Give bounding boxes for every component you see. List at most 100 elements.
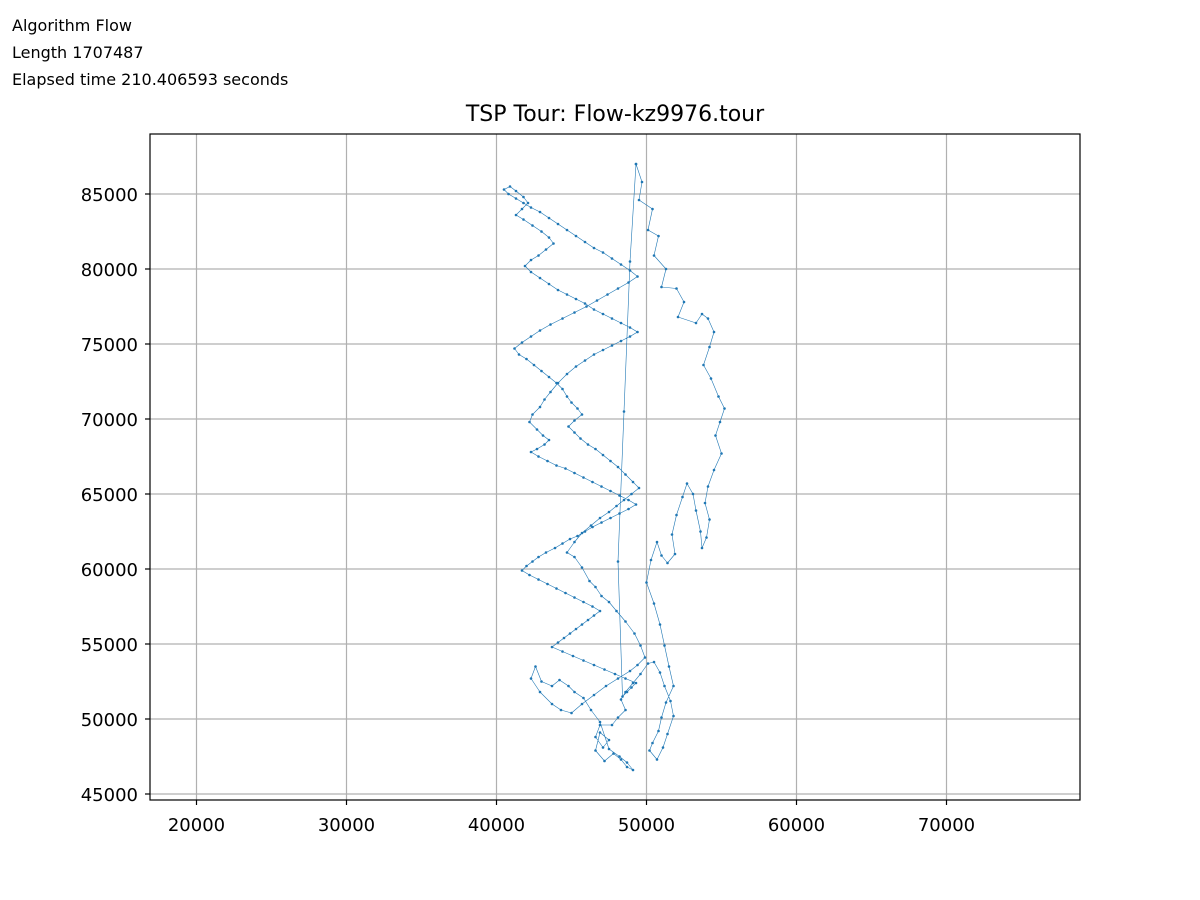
tour-city-point <box>556 222 560 226</box>
tour-city-point <box>529 677 533 680</box>
tour-city-point <box>694 509 698 512</box>
tour-city-point <box>598 720 602 724</box>
tour-city-point <box>573 555 576 559</box>
tour-city-point <box>529 270 533 274</box>
tour-city-point <box>550 702 554 706</box>
x-tick-label: 60000 <box>768 815 825 836</box>
tour-city-point <box>712 330 716 334</box>
tour-city-point <box>564 591 567 595</box>
y-tick-label: 70000 <box>81 410 138 431</box>
tour-city-point <box>522 195 525 199</box>
tour-city-point <box>625 765 629 769</box>
tour-city-point <box>528 420 531 424</box>
tour-city-point <box>580 566 584 569</box>
tour-city-point <box>573 311 576 314</box>
tour-city-point <box>627 507 630 511</box>
tour-city-point <box>631 768 635 772</box>
tour-city-point <box>615 609 618 613</box>
tour-city-point <box>703 501 707 505</box>
tour-city-point <box>628 335 632 338</box>
tour-city-point <box>561 317 564 320</box>
tour-city-point <box>636 330 639 334</box>
tour-city-point <box>609 459 612 463</box>
tour-city-point <box>514 189 518 193</box>
tour-city-point <box>661 746 665 749</box>
tour-city-point <box>607 747 611 751</box>
tour-city-point <box>610 317 614 320</box>
tour-city-point <box>600 521 603 524</box>
tour-length-label: Length 1707487 <box>12 43 144 62</box>
tour-city-point <box>565 395 569 398</box>
tour-city-point <box>645 581 648 584</box>
tour-city-point <box>652 660 656 664</box>
x-tick-label: 70000 <box>918 815 975 836</box>
tour-city-point <box>540 680 543 683</box>
tour-city-point <box>699 530 702 533</box>
tour-city-point <box>612 752 615 755</box>
tour-city-point <box>622 498 626 502</box>
tour-city-point <box>522 201 525 205</box>
tour-city-point <box>655 758 659 761</box>
tour-city-point <box>660 716 663 719</box>
tour-city-point <box>586 443 590 446</box>
tour-path-group <box>502 162 726 772</box>
y-tick-label: 50000 <box>81 710 138 731</box>
tour-city-point <box>607 510 611 514</box>
tour-city-point <box>639 672 642 676</box>
tour-city-point <box>571 654 575 658</box>
tour-city-point <box>663 684 666 688</box>
tour-city-point <box>502 188 506 191</box>
tour-city-point <box>537 455 540 458</box>
tour-city-point <box>573 690 576 694</box>
tour-city-point <box>535 428 539 431</box>
y-tick-label: 80000 <box>81 260 138 281</box>
tour-city-point <box>700 546 704 550</box>
tour-city-point <box>528 573 531 577</box>
tour-city-point <box>625 761 629 764</box>
tour-city-point <box>592 308 596 311</box>
tour-city-point <box>555 464 558 467</box>
tour-city-point <box>546 582 549 586</box>
tour-city-point <box>636 275 639 278</box>
tour-city-point <box>706 317 710 320</box>
x-tick-label: 50000 <box>618 815 675 836</box>
tour-city-point <box>600 594 603 598</box>
tour-city-point <box>639 644 642 647</box>
tour-city-point <box>619 698 623 701</box>
tour-city-point <box>582 476 585 479</box>
tour-city-point <box>529 450 533 454</box>
tour-city-point <box>633 632 636 635</box>
tour-city-point <box>550 645 554 649</box>
tour-city-point <box>610 257 614 260</box>
tour-city-point <box>594 447 597 451</box>
algorithm-label: Algorithm Flow <box>12 16 132 35</box>
tour-city-point <box>594 735 597 739</box>
tour-city-point <box>579 437 582 440</box>
tour-city-point <box>520 569 524 572</box>
tour-city-point <box>609 489 612 493</box>
tour-city-point <box>547 438 551 442</box>
tour-city-point <box>631 681 635 685</box>
tour-city-point <box>576 534 579 538</box>
tour-city-point <box>672 714 675 718</box>
tour-city-point <box>585 305 588 308</box>
tour-city-point <box>525 564 528 568</box>
tour-city-point <box>651 741 654 745</box>
tour-city-point <box>598 516 602 520</box>
tour-city-point <box>517 353 521 356</box>
tour-city-point <box>573 596 576 599</box>
tour-city-point <box>589 708 593 712</box>
chart-title: TSP Tour: Flow-kz9976.tour <box>465 102 765 127</box>
tour-city-point <box>628 260 632 263</box>
tour-city-point <box>531 413 534 416</box>
plot-area <box>150 134 1080 800</box>
tour-city-point <box>705 536 708 539</box>
tour-city-point <box>592 353 596 356</box>
tour-city-point <box>651 207 654 211</box>
tour-city-point <box>532 363 536 367</box>
tour-city-point <box>544 551 548 554</box>
tour-city-point <box>540 230 543 233</box>
tour-city-point <box>592 614 596 617</box>
tour-city-point <box>655 540 659 544</box>
